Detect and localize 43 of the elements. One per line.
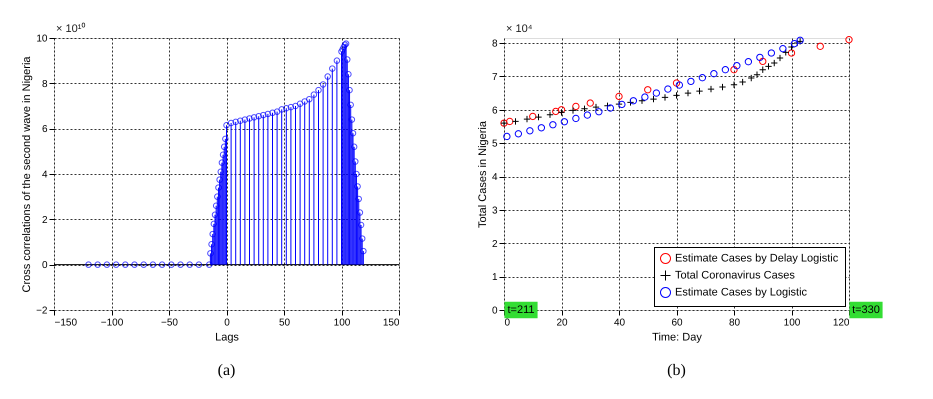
- y-tick-label: 10: [36, 34, 48, 44]
- text: (a): [218, 362, 236, 379]
- y-tick-label: 5: [492, 138, 498, 150]
- y-tick-label: 2: [492, 238, 498, 250]
- y-tick-label: 0: [492, 306, 498, 316]
- x-tick-label: −50: [161, 318, 178, 328]
- text: × 10⁴: [506, 23, 533, 35]
- x-tick-label: 100: [334, 318, 351, 328]
- y-tick-label: 6: [492, 105, 498, 116]
- x-tick-label: 20: [556, 318, 568, 328]
- y-tick-label: 2: [42, 214, 48, 226]
- x-tick-label: 80: [728, 318, 740, 328]
- x-tick-label: 0: [504, 318, 510, 328]
- y-tick-label: 4: [492, 172, 498, 184]
- text: t=330: [852, 304, 880, 316]
- y-tick-label: 6: [42, 124, 48, 136]
- x-tick-label: 150: [382, 318, 400, 328]
- text: (b): [667, 362, 686, 379]
- y-axis-title: Total Cases in Nigeria: [476, 120, 489, 228]
- x-tick-label: 40: [614, 318, 626, 328]
- y-axis-title: Cross correlations of the second wave in Nigeria: [21, 56, 34, 293]
- x-tick-label: 0: [224, 318, 230, 328]
- text: × 10¹⁰: [56, 22, 86, 35]
- y-tick-label: 1: [492, 272, 498, 284]
- x-tick-label: 100: [784, 318, 801, 328]
- x-tick-label: −100: [100, 318, 124, 328]
- x-tick-label: 120: [832, 318, 850, 328]
- legend-label: Estimate Cases by Delay Logistic: [675, 252, 839, 264]
- y-tick-label: 8: [42, 78, 48, 90]
- y-tick-label: 4: [42, 170, 48, 180]
- x-tick-label: 60: [671, 318, 683, 328]
- legend-label: Estimate Cases by Logistic: [675, 286, 808, 298]
- x-axis-title: Lags: [215, 332, 240, 344]
- y-tick-label: 3: [492, 205, 498, 216]
- x-axis-title: Time: Day: [652, 332, 702, 344]
- y-tick-label: 0: [42, 260, 48, 272]
- x-tick-label: 50: [278, 318, 290, 328]
- x-tick-label: −150: [54, 318, 78, 328]
- legend-label: Total Coronavirus Cases: [675, 270, 796, 282]
- y-tick-label: 7: [492, 72, 498, 83]
- y-tick-label: −2: [36, 306, 48, 316]
- annotation: t=211: [507, 304, 535, 316]
- y-tick-label: 8: [492, 38, 498, 50]
